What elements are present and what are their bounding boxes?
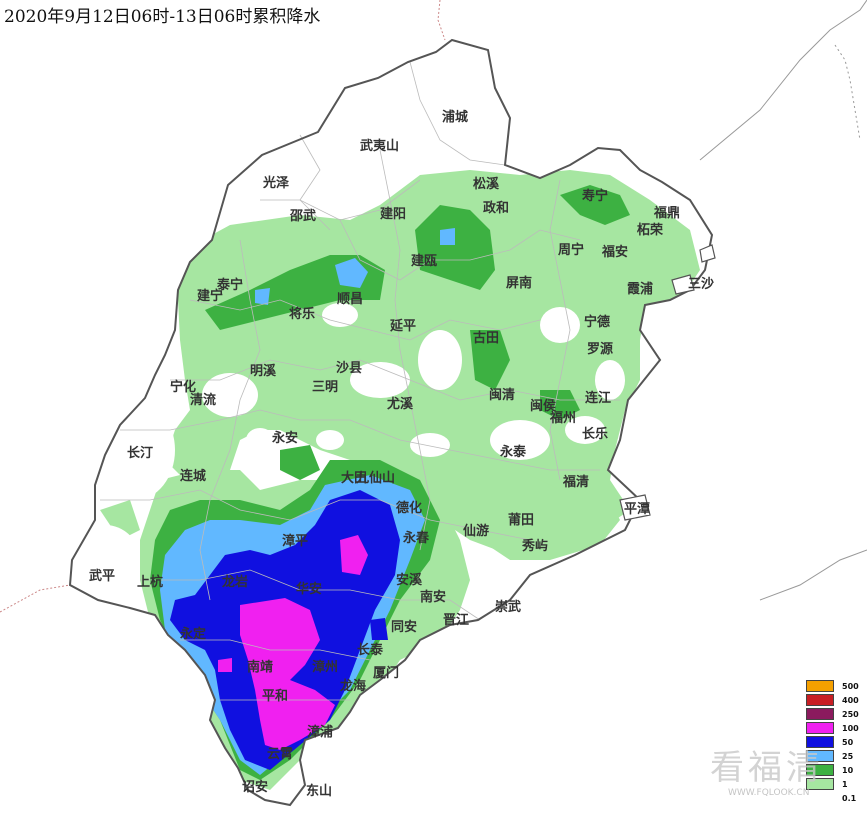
city-label: 晋江 [443, 613, 470, 628]
city-label: 龙海 [340, 679, 367, 694]
city-label: 永春 [403, 531, 430, 546]
legend-swatch-500 [806, 680, 834, 692]
city-label: 泰宁 [217, 278, 244, 293]
city-label: 永定 [180, 627, 207, 642]
legend-swatch-50 [806, 736, 834, 748]
city-label: 沙县 [336, 361, 363, 376]
city-label: 柘荣 [637, 223, 664, 238]
distant-coastline [699, 0, 867, 161]
watermark: 看福清 WWW.FQLOOK.CN [710, 740, 860, 800]
city-label: 莆田 [508, 513, 535, 528]
watermark-text: 看福清 [710, 748, 824, 788]
city-label: 华安 [296, 582, 323, 597]
legend-swatch-400 [806, 694, 834, 706]
city-label: 清流 [190, 393, 217, 408]
city-label: 罗源 [587, 342, 614, 357]
watermark-url: WWW.FQLOOK.CN [728, 788, 810, 798]
city-label: 将乐 [289, 307, 316, 322]
city-label: 松溪 [473, 177, 500, 192]
city-label: 厦门 [373, 666, 400, 681]
city-label: 诏安 [242, 780, 269, 795]
map-title: 2020年9月12日06时-13日06时累积降水 [4, 7, 321, 27]
city-label: 寿宁 [582, 189, 609, 204]
city-label: 龙岩 [222, 575, 249, 590]
taiwan-strait-islands [619, 244, 716, 521]
city-label: 尤溪 [387, 397, 414, 412]
city-label: 屏南 [506, 276, 533, 291]
city-label: 崇武 [495, 600, 522, 615]
legend-swatch-10 [806, 764, 834, 776]
city-label: 顺昌 [337, 292, 364, 307]
legend-label: 0.1 [842, 794, 857, 803]
legend-label: 400 [842, 696, 859, 705]
legend-label: 10 [842, 766, 854, 775]
legend-label: 1 [842, 780, 848, 789]
city-label: 明溪 [250, 364, 277, 379]
city-label: 漳浦 [307, 725, 334, 740]
city-label: 长泰 [357, 643, 384, 658]
city-label: 建阳 [380, 207, 407, 222]
province-border-dashed [0, 584, 71, 613]
city-label: 古田 [473, 331, 500, 346]
city-label: 宁德 [584, 315, 611, 330]
city-label: 三明 [312, 380, 339, 395]
city-label: 仙游 [463, 524, 490, 539]
city-label: 闽清 [489, 388, 516, 403]
county-borders [100, 61, 620, 701]
city-label: 长乐 [582, 427, 609, 442]
city-label: 建宁 [197, 289, 224, 304]
city-label: 延平 [390, 319, 417, 334]
city-label: 武平 [89, 569, 116, 584]
legend-label: 500 [842, 682, 859, 691]
city-label: 武夷山 [360, 139, 400, 154]
city-label: 德化 [396, 501, 423, 516]
distant-coastline [759, 549, 867, 601]
city-label: 福州 [550, 411, 577, 426]
city-label: 同安 [391, 620, 418, 635]
legend-label: 250 [842, 710, 859, 719]
city-label: 南安 [420, 590, 447, 605]
city-label: 宁化 [170, 380, 197, 395]
city-label: 建瓯 [411, 254, 438, 269]
city-label: 邵武 [290, 209, 317, 224]
city-label: 上杭 [137, 575, 164, 590]
city-label: 云霄 [267, 747, 294, 762]
city-label: 东山 [306, 784, 333, 799]
city-label: 光泽 [263, 176, 290, 191]
city-label: 三沙 [688, 277, 715, 292]
legend-swatch-25 [806, 750, 834, 762]
city-label: 福清 [563, 475, 590, 490]
province-border-dashed [437, 0, 446, 41]
city-label: 连城 [180, 469, 207, 484]
city-label: 九仙山 [356, 471, 396, 486]
city-label: 安溪 [396, 573, 423, 588]
city-label: 福安 [602, 245, 629, 260]
legend-swatch-100 [806, 722, 834, 734]
city-label: 漳平 [282, 534, 309, 549]
city-label: 平潭 [624, 502, 651, 517]
legend-swatch-1 [806, 778, 834, 790]
city-label: 漳州 [312, 660, 339, 675]
city-label: 南靖 [247, 660, 274, 675]
city-label: 周宁 [558, 243, 585, 258]
city-label: 福鼎 [654, 206, 681, 221]
city-label: 霞浦 [627, 282, 654, 297]
legend-label: 50 [842, 738, 854, 747]
city-label: 闽侯 [530, 399, 557, 414]
city-label: 连江 [585, 391, 612, 406]
city-label: 政和 [483, 201, 510, 216]
legend-label: 100 [842, 724, 859, 733]
city-label: 平和 [262, 689, 289, 704]
city-label: 永泰 [500, 445, 527, 460]
city-label: 永安 [272, 431, 299, 446]
city-label: 大田 [341, 471, 368, 486]
precipitation-legend: 500 400 250 100 50 25 10 1 0.1 [806, 678, 860, 818]
city-label: 浦城 [442, 110, 469, 125]
legend-label: 25 [842, 752, 854, 761]
distant-coastline [834, 44, 861, 141]
legend-swatch-250 [806, 708, 834, 720]
city-label: 长汀 [127, 446, 154, 461]
city-label: 秀屿 [522, 539, 549, 554]
